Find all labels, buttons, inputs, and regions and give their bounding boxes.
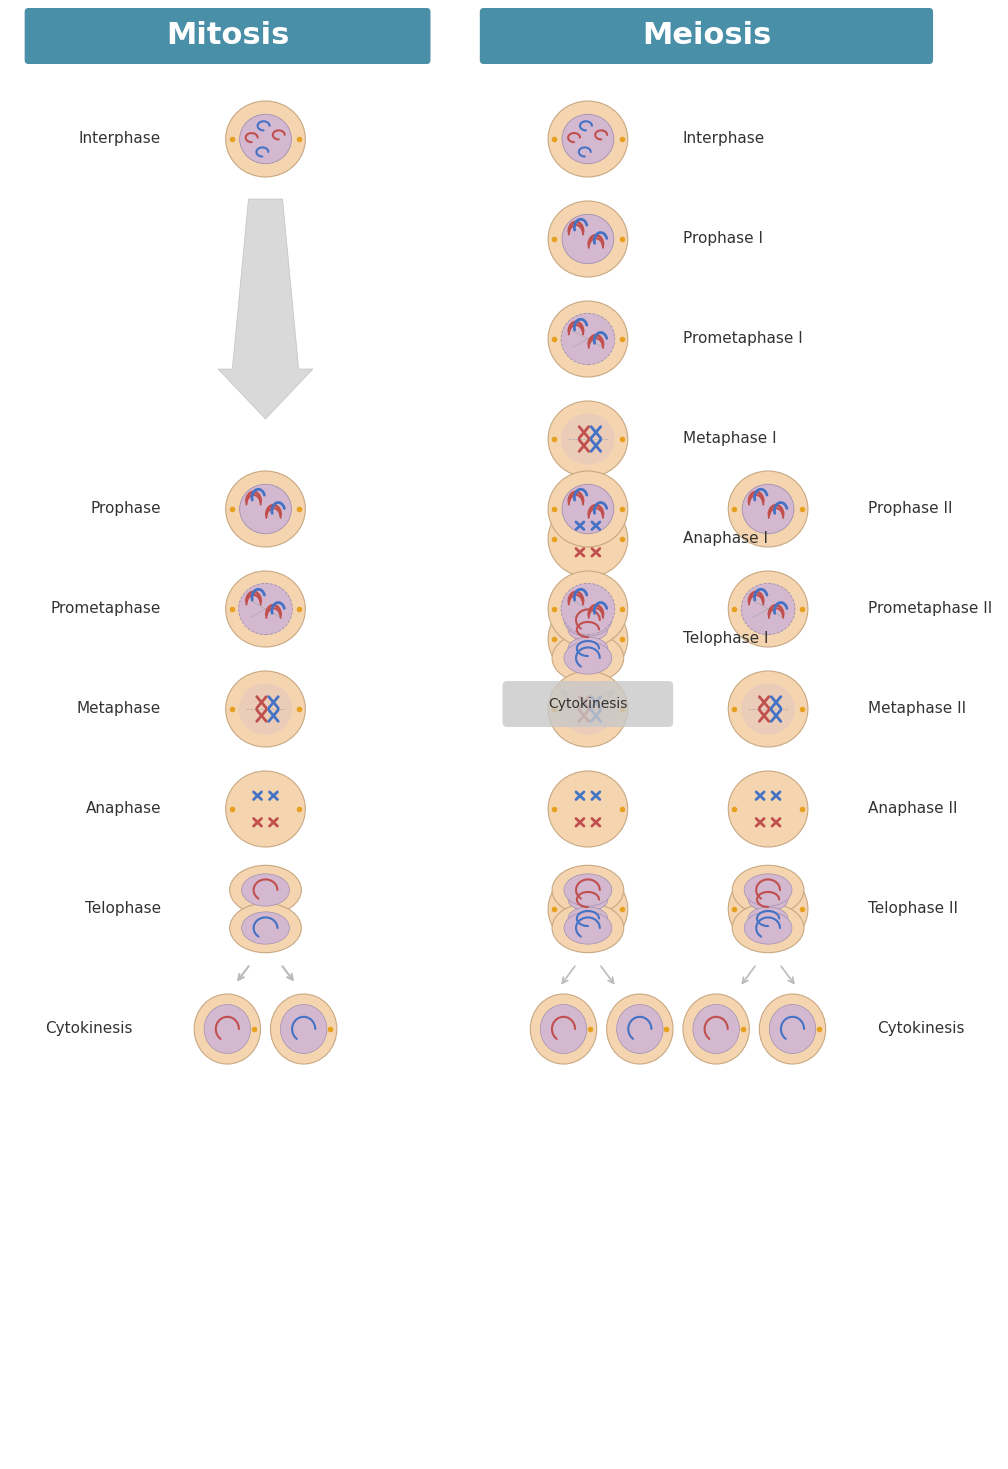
Ellipse shape bbox=[732, 903, 804, 953]
Text: Prophase I: Prophase I bbox=[682, 232, 763, 247]
Ellipse shape bbox=[564, 604, 612, 636]
Ellipse shape bbox=[564, 912, 612, 945]
Ellipse shape bbox=[561, 413, 615, 464]
Ellipse shape bbox=[226, 101, 305, 176]
Ellipse shape bbox=[548, 771, 628, 848]
Ellipse shape bbox=[568, 906, 608, 930]
Text: Meiosis: Meiosis bbox=[642, 22, 771, 50]
Text: Cytokinesis: Cytokinesis bbox=[548, 696, 628, 711]
Text: Interphase: Interphase bbox=[79, 132, 161, 147]
Ellipse shape bbox=[562, 485, 614, 533]
Text: Interphase: Interphase bbox=[682, 132, 765, 147]
Ellipse shape bbox=[568, 889, 608, 911]
Ellipse shape bbox=[226, 771, 305, 848]
Ellipse shape bbox=[561, 683, 615, 734]
Ellipse shape bbox=[561, 313, 615, 364]
Ellipse shape bbox=[692, 1005, 740, 1053]
Ellipse shape bbox=[759, 995, 826, 1064]
Ellipse shape bbox=[540, 1005, 587, 1053]
Ellipse shape bbox=[552, 595, 624, 645]
Ellipse shape bbox=[548, 101, 628, 176]
Ellipse shape bbox=[568, 638, 608, 660]
Ellipse shape bbox=[748, 906, 788, 930]
Text: Mitosis: Mitosis bbox=[166, 22, 289, 50]
Ellipse shape bbox=[270, 995, 337, 1064]
Ellipse shape bbox=[561, 583, 615, 635]
Text: Telophase: Telophase bbox=[85, 902, 161, 917]
Ellipse shape bbox=[562, 115, 614, 163]
Text: Prophase: Prophase bbox=[91, 501, 161, 517]
Ellipse shape bbox=[728, 671, 807, 748]
Ellipse shape bbox=[728, 771, 807, 848]
Ellipse shape bbox=[548, 301, 628, 378]
Ellipse shape bbox=[744, 874, 792, 906]
Ellipse shape bbox=[240, 115, 291, 163]
Ellipse shape bbox=[728, 472, 807, 546]
Ellipse shape bbox=[240, 485, 291, 533]
Ellipse shape bbox=[568, 618, 608, 640]
Ellipse shape bbox=[242, 912, 289, 945]
Ellipse shape bbox=[548, 472, 628, 546]
Ellipse shape bbox=[552, 633, 624, 683]
Ellipse shape bbox=[552, 903, 624, 953]
Ellipse shape bbox=[607, 995, 673, 1064]
Ellipse shape bbox=[744, 912, 792, 945]
Text: Metaphase: Metaphase bbox=[77, 702, 161, 717]
Ellipse shape bbox=[741, 683, 795, 734]
Text: Prophase II: Prophase II bbox=[868, 501, 953, 517]
Ellipse shape bbox=[728, 871, 807, 948]
Polygon shape bbox=[218, 198, 312, 419]
FancyBboxPatch shape bbox=[24, 7, 430, 65]
Ellipse shape bbox=[548, 201, 628, 278]
Text: Metaphase II: Metaphase II bbox=[868, 702, 966, 717]
Ellipse shape bbox=[548, 501, 628, 577]
Ellipse shape bbox=[226, 472, 305, 546]
Ellipse shape bbox=[617, 1005, 663, 1053]
Ellipse shape bbox=[195, 995, 260, 1064]
Ellipse shape bbox=[748, 889, 788, 911]
Ellipse shape bbox=[242, 874, 289, 906]
Ellipse shape bbox=[239, 583, 292, 635]
Ellipse shape bbox=[728, 571, 807, 646]
Text: Prometaphase II: Prometaphase II bbox=[868, 601, 992, 617]
Text: Prometaphase: Prometaphase bbox=[50, 601, 161, 617]
Ellipse shape bbox=[742, 485, 794, 533]
Ellipse shape bbox=[732, 865, 804, 915]
Ellipse shape bbox=[683, 995, 749, 1064]
FancyBboxPatch shape bbox=[480, 7, 933, 65]
Text: Prometaphase I: Prometaphase I bbox=[682, 332, 802, 347]
Ellipse shape bbox=[552, 865, 624, 915]
Ellipse shape bbox=[548, 671, 628, 748]
Ellipse shape bbox=[548, 871, 628, 948]
Text: Anaphase II: Anaphase II bbox=[868, 802, 958, 817]
Ellipse shape bbox=[548, 601, 628, 677]
Text: Anaphase: Anaphase bbox=[86, 802, 161, 817]
Text: Metaphase I: Metaphase I bbox=[682, 432, 776, 447]
Ellipse shape bbox=[280, 1005, 327, 1053]
Ellipse shape bbox=[548, 571, 628, 646]
Ellipse shape bbox=[230, 865, 301, 915]
Text: Anaphase I: Anaphase I bbox=[682, 532, 768, 546]
Ellipse shape bbox=[769, 1005, 815, 1053]
Ellipse shape bbox=[548, 401, 628, 477]
Ellipse shape bbox=[530, 995, 597, 1064]
Ellipse shape bbox=[226, 671, 305, 748]
Ellipse shape bbox=[741, 583, 795, 635]
Text: Cytokinesis: Cytokinesis bbox=[877, 1021, 965, 1037]
Ellipse shape bbox=[226, 571, 305, 646]
Text: Telophase I: Telophase I bbox=[682, 632, 768, 646]
Ellipse shape bbox=[204, 1005, 251, 1053]
Ellipse shape bbox=[239, 683, 292, 734]
Ellipse shape bbox=[564, 642, 612, 674]
Ellipse shape bbox=[562, 214, 614, 264]
Ellipse shape bbox=[564, 874, 612, 906]
Text: Cytokinesis: Cytokinesis bbox=[45, 1021, 133, 1037]
FancyBboxPatch shape bbox=[503, 682, 673, 727]
Text: Telophase II: Telophase II bbox=[868, 902, 958, 917]
Ellipse shape bbox=[230, 903, 301, 953]
